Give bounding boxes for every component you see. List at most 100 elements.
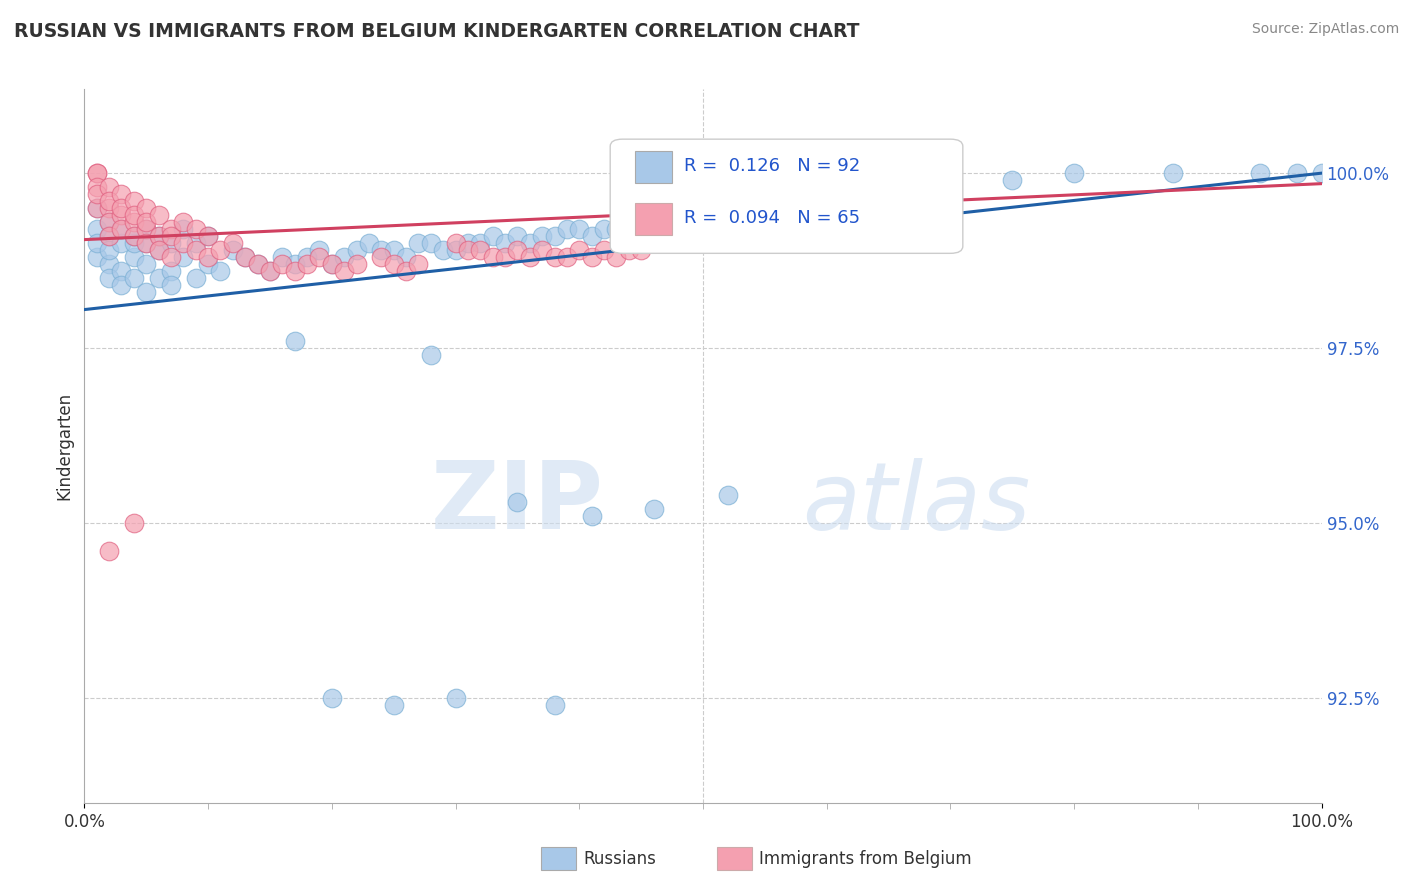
Point (86, 201, 108, 215)
Point (110, 236, 132, 251)
Point (284, 264, 307, 278)
Point (246, 257, 269, 271)
Point (581, 229, 603, 244)
Point (617, 215, 640, 229)
Point (543, 229, 565, 244)
FancyBboxPatch shape (610, 139, 963, 253)
Point (122, 271, 145, 285)
Y-axis label: Kindergarten: Kindergarten (55, 392, 73, 500)
Point (122, 215, 145, 229)
Point (135, 222, 157, 236)
Point (98, 544, 121, 558)
Point (98, 229, 121, 244)
Bar (636, 152, 672, 184)
Point (98, 201, 121, 215)
Point (246, 257, 269, 271)
Point (481, 229, 503, 244)
Point (160, 278, 183, 293)
Point (555, 222, 578, 236)
Point (148, 208, 170, 222)
Point (444, 236, 467, 251)
Point (160, 236, 183, 251)
Point (605, 222, 627, 236)
Point (197, 229, 219, 244)
Point (841, 173, 863, 187)
Point (271, 250, 294, 264)
Point (643, 215, 665, 229)
Point (222, 236, 245, 251)
Point (172, 236, 194, 251)
Point (135, 257, 157, 271)
Point (98, 180, 121, 194)
Point (86, 250, 108, 264)
Point (494, 236, 516, 251)
Point (98, 194, 121, 208)
Point (444, 243, 467, 257)
Point (122, 194, 145, 208)
Text: Russians: Russians (583, 850, 657, 868)
Point (135, 222, 157, 236)
Text: atlas: atlas (801, 458, 1031, 549)
Point (284, 257, 307, 271)
Point (135, 236, 157, 251)
Point (209, 243, 232, 257)
Point (184, 243, 207, 257)
Point (197, 229, 219, 244)
Point (828, 180, 851, 194)
Point (717, 208, 740, 222)
Point (395, 250, 418, 264)
Point (321, 257, 343, 271)
Point (470, 236, 492, 251)
Point (1285, 166, 1308, 180)
Point (692, 208, 714, 222)
Point (593, 243, 616, 257)
Point (98, 229, 121, 244)
Point (519, 236, 541, 251)
Point (148, 229, 170, 244)
Point (617, 243, 640, 257)
Point (86, 166, 108, 180)
Point (333, 264, 356, 278)
Point (519, 250, 541, 264)
Point (643, 502, 665, 516)
Point (271, 257, 294, 271)
Point (160, 222, 183, 236)
Point (444, 690, 467, 705)
Point (790, 194, 813, 208)
Point (494, 250, 516, 264)
Point (395, 264, 418, 278)
Point (543, 250, 565, 264)
Point (382, 257, 405, 271)
Point (382, 698, 405, 712)
Text: Source: ZipAtlas.com: Source: ZipAtlas.com (1251, 22, 1399, 37)
Point (803, 187, 825, 202)
Point (914, 173, 936, 187)
Point (209, 264, 232, 278)
Point (419, 236, 441, 251)
Point (86, 166, 108, 180)
Point (160, 264, 183, 278)
Bar (636, 203, 672, 235)
Point (86, 222, 108, 236)
Point (506, 495, 529, 509)
Point (581, 250, 603, 264)
Point (110, 264, 132, 278)
Point (197, 257, 219, 271)
Point (284, 334, 307, 348)
Point (122, 229, 145, 244)
Point (382, 243, 405, 257)
Point (1249, 166, 1271, 180)
Point (233, 250, 256, 264)
Point (160, 229, 183, 244)
Point (568, 243, 591, 257)
Point (122, 229, 145, 244)
Point (1161, 166, 1184, 180)
Point (98, 271, 121, 285)
Point (506, 243, 529, 257)
Point (779, 194, 801, 208)
Point (630, 243, 652, 257)
Point (184, 236, 207, 251)
Text: R =  0.126   N = 92: R = 0.126 N = 92 (685, 157, 860, 175)
Point (655, 215, 678, 229)
Point (172, 215, 194, 229)
